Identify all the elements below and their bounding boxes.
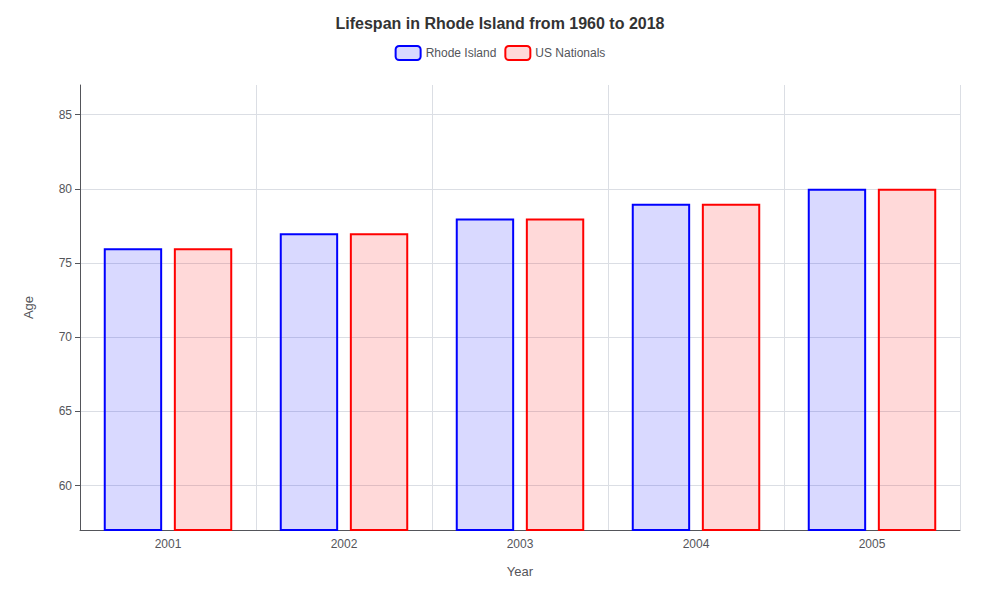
svg-text:2001: 2001: [155, 537, 182, 551]
svg-text:75: 75: [59, 256, 73, 270]
svg-text:2003: 2003: [507, 537, 534, 551]
svg-text:2005: 2005: [859, 537, 886, 551]
svg-text:Age: Age: [21, 296, 36, 319]
svg-text:2004: 2004: [683, 537, 710, 551]
svg-text:US Nationals: US Nationals: [535, 46, 605, 60]
svg-text:Year: Year: [507, 564, 534, 579]
svg-text:65: 65: [59, 404, 73, 418]
svg-text:2002: 2002: [331, 537, 358, 551]
svg-text:80: 80: [59, 182, 73, 196]
svg-text:Rhode Island: Rhode Island: [426, 46, 497, 60]
svg-text:60: 60: [59, 479, 73, 493]
svg-text:Lifespan in Rhode Island from: Lifespan in Rhode Island from 1960 to 20…: [336, 15, 665, 32]
svg-text:70: 70: [59, 330, 73, 344]
svg-text:85: 85: [59, 108, 73, 122]
